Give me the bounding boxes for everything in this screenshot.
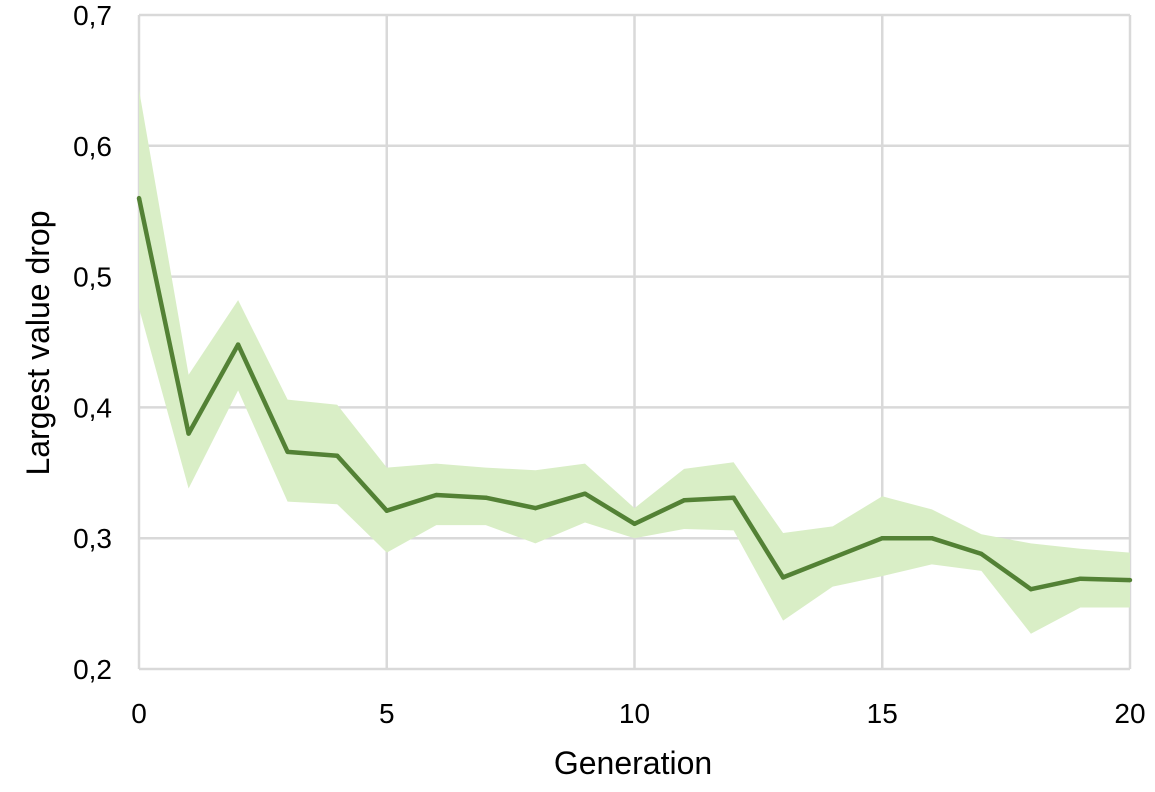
x-tick-label: 10 (619, 698, 650, 729)
data-point (979, 551, 984, 557)
data-point (384, 508, 389, 513)
y-tick-label: 0,3 (73, 523, 112, 554)
data-point (880, 536, 885, 541)
data-point (136, 195, 142, 201)
data-point (533, 505, 538, 511)
data-point (929, 536, 934, 541)
y-tick-label: 0,2 (73, 654, 112, 685)
data-point (731, 495, 736, 500)
data-point (681, 498, 687, 503)
data-point (285, 449, 290, 455)
data-point (335, 453, 340, 458)
y-axis-label: Largest value drop (20, 210, 56, 475)
data-point (1078, 576, 1083, 581)
x-tick-label: 0 (131, 698, 147, 729)
y-tick-label: 0,6 (73, 131, 112, 162)
series-points (136, 195, 1133, 592)
x-axis-label: Generation (554, 745, 712, 781)
y-tick-label: 0,7 (73, 0, 112, 31)
x-tick-label: 5 (379, 698, 395, 729)
data-point (1127, 577, 1133, 583)
data-point (434, 492, 439, 498)
data-point (632, 521, 637, 527)
data-point (1028, 587, 1034, 592)
x-tick-label: 15 (867, 698, 898, 729)
data-point (582, 491, 588, 496)
y-tick-label: 0,4 (73, 392, 112, 423)
data-point (780, 575, 786, 580)
confidence-band (139, 89, 1130, 634)
x-tick-label: 20 (1114, 698, 1145, 729)
y-axis-tick-labels: 0,2 0,3 0,4 0,5 0,6 0,7 (73, 0, 112, 685)
data-point (186, 431, 191, 436)
data-point (483, 495, 489, 500)
data-point (830, 555, 835, 561)
data-point (235, 342, 241, 347)
vertical-gridlines (137, 15, 1132, 669)
x-axis-tick-labels: 0 5 10 15 20 (131, 698, 1145, 729)
y-tick-label: 0,5 (73, 262, 112, 293)
